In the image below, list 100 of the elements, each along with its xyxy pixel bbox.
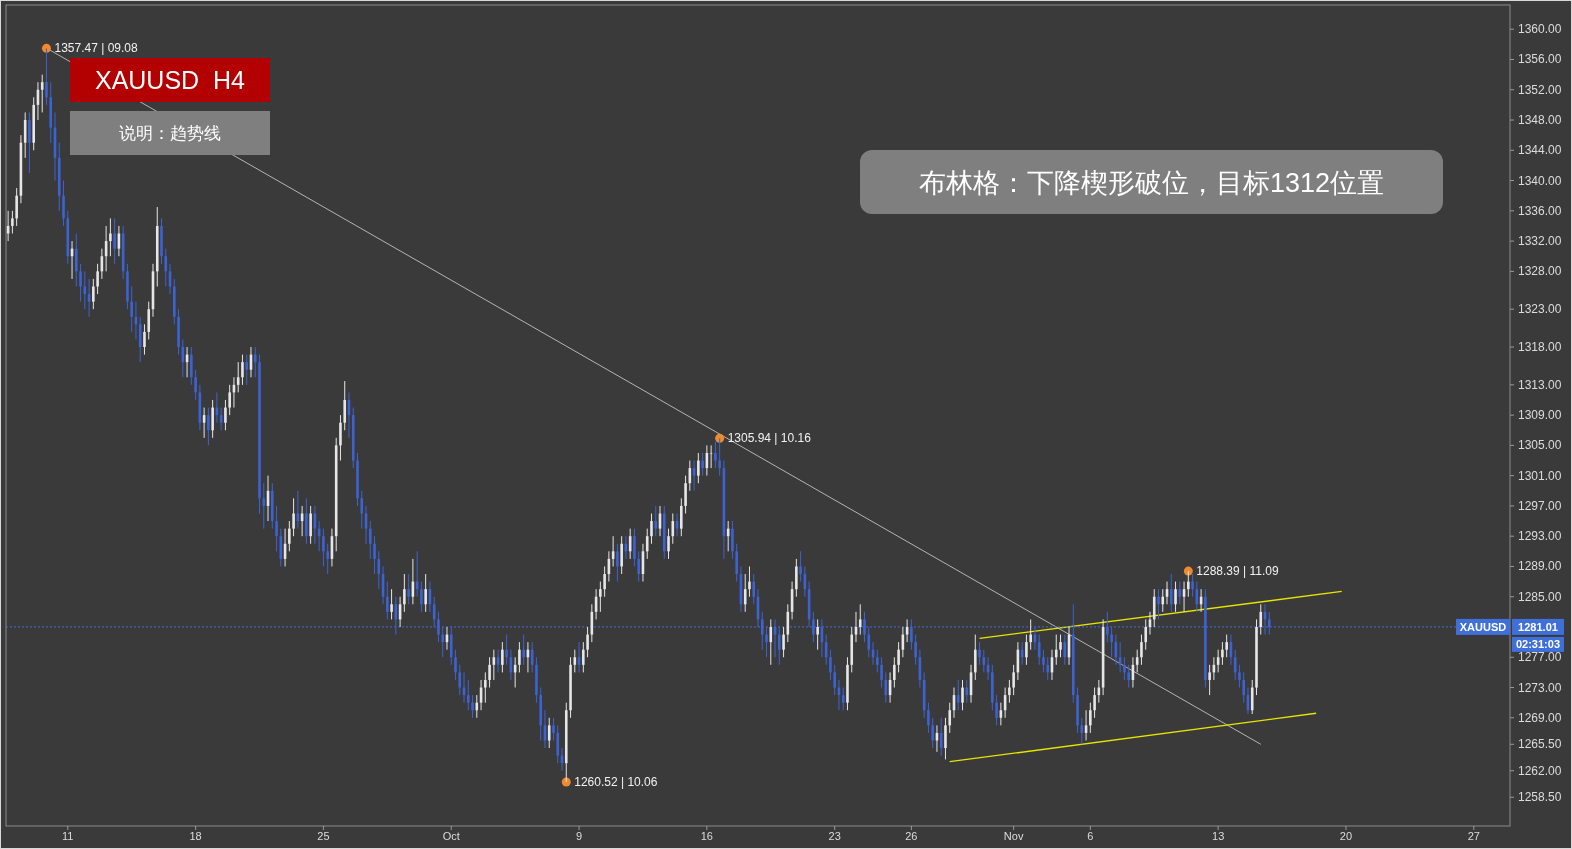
- x-tick-label: 26: [905, 830, 918, 842]
- candlestick: [939, 717, 943, 757]
- candlestick: [1169, 573, 1173, 613]
- y-tick-label: 1262.00: [1518, 763, 1562, 778]
- y-tick-label: 1340.00: [1518, 173, 1562, 188]
- candlestick: [164, 248, 168, 287]
- y-tick-label: 1344.00: [1518, 143, 1562, 158]
- candlestick: [505, 634, 508, 666]
- candlestick: [547, 717, 551, 749]
- y-tick-label: 1269.00: [1518, 710, 1562, 725]
- candlestick: [556, 724, 560, 764]
- candlestick: [573, 649, 577, 673]
- candlestick: [978, 641, 981, 666]
- candlestick: [275, 505, 278, 552]
- candlestick: [288, 520, 291, 552]
- candlestick: [475, 694, 479, 719]
- candlestick: [143, 323, 146, 356]
- x-tick-label: 6: [1087, 830, 1094, 842]
- candlestick: [893, 656, 896, 689]
- candlestick: [253, 346, 257, 378]
- candlestick: [709, 444, 713, 469]
- candlestick: [147, 301, 151, 340]
- point: [41, 43, 51, 53]
- text: 02:31:03: [1515, 638, 1561, 651]
- candlestick: [961, 679, 964, 711]
- candlestick: [599, 581, 602, 613]
- candlestick: [897, 641, 900, 673]
- candlestick: [603, 565, 606, 598]
- candlestick: [795, 558, 798, 598]
- candlestick: [62, 180, 65, 227]
- candlestick: [714, 441, 717, 469]
- candlestick: [582, 641, 585, 673]
- ref-line-label: XAUUSD: [1459, 620, 1507, 633]
- candlestick: [816, 618, 819, 651]
- candlestick: [1174, 581, 1177, 613]
- candlestick: [79, 263, 82, 303]
- candlestick: [454, 649, 457, 681]
- candlestick: [633, 528, 636, 567]
- y-tick-label: 1352.00: [1518, 82, 1562, 97]
- candlestick: [207, 407, 210, 446]
- candlestick: [1259, 603, 1263, 636]
- candlestick: [92, 278, 95, 310]
- y-tick-label: 1356.00: [1518, 52, 1562, 67]
- candlestick: [1063, 634, 1067, 666]
- y-tick-label: 1360.00: [1518, 22, 1562, 37]
- y-tick-label: 1323.00: [1518, 302, 1562, 317]
- candlestick: [522, 634, 525, 666]
- candlestick: [769, 618, 773, 666]
- y-tick-label: 1277.00: [1518, 650, 1562, 665]
- y-tick-label: 1285.00: [1518, 589, 1562, 604]
- candlestick: [390, 588, 393, 620]
- x-tick-label: 23: [828, 830, 841, 842]
- candlestick: [654, 505, 658, 537]
- candlestick: [701, 452, 704, 477]
- candlestick: [45, 47, 48, 106]
- candlestick: [616, 543, 619, 583]
- candlestick: [1152, 588, 1156, 628]
- candlestick: [1037, 634, 1041, 666]
- y-tick-label: 1301.00: [1518, 468, 1562, 483]
- candlestick: [799, 550, 802, 583]
- candlestick: [973, 634, 977, 681]
- candlestick: [326, 543, 329, 575]
- candlestick: [833, 664, 836, 696]
- candlestick: [748, 565, 751, 598]
- data-label: 1260.52 | 10.06: [574, 774, 658, 789]
- candlestick: [680, 497, 683, 537]
- candlestick: [1208, 664, 1211, 696]
- candlestick: [309, 505, 312, 545]
- candlestick: [262, 482, 266, 530]
- candlestick: [40, 74, 44, 113]
- candlestick: [1025, 634, 1028, 666]
- candlestick: [245, 354, 249, 386]
- candlestick: [743, 573, 747, 613]
- candlestick: [228, 384, 231, 416]
- x-tick-label: Oct: [442, 830, 460, 842]
- candlestick: [671, 512, 675, 545]
- candlestick: [1191, 573, 1194, 598]
- candlestick: [190, 346, 193, 386]
- data-label: 1305.94 | 10.16: [727, 431, 812, 446]
- candlestick: [292, 497, 295, 537]
- text: XAUUSD H4: [94, 66, 246, 94]
- candlestick: [956, 679, 960, 711]
- y-tick-label: 1328.00: [1518, 264, 1562, 279]
- candlestick: [948, 702, 952, 734]
- x-tick-label: 25: [317, 830, 330, 842]
- candlestick: [471, 694, 474, 719]
- candlestick: [1089, 702, 1092, 734]
- y-tick-label: 1309.00: [1518, 408, 1562, 423]
- candlestick: [224, 399, 227, 431]
- candlestick: [96, 263, 99, 295]
- candlestick: [914, 634, 917, 666]
- candlestick: [1123, 656, 1126, 681]
- point: [715, 433, 725, 443]
- candlestick: [876, 649, 879, 673]
- x-tick-label: 20: [1339, 830, 1353, 842]
- candlestick: [1059, 634, 1062, 658]
- candlestick: [420, 581, 423, 613]
- y-tick-label: 1273.00: [1518, 680, 1562, 695]
- candlestick: [858, 603, 862, 636]
- candlestick: [697, 452, 700, 484]
